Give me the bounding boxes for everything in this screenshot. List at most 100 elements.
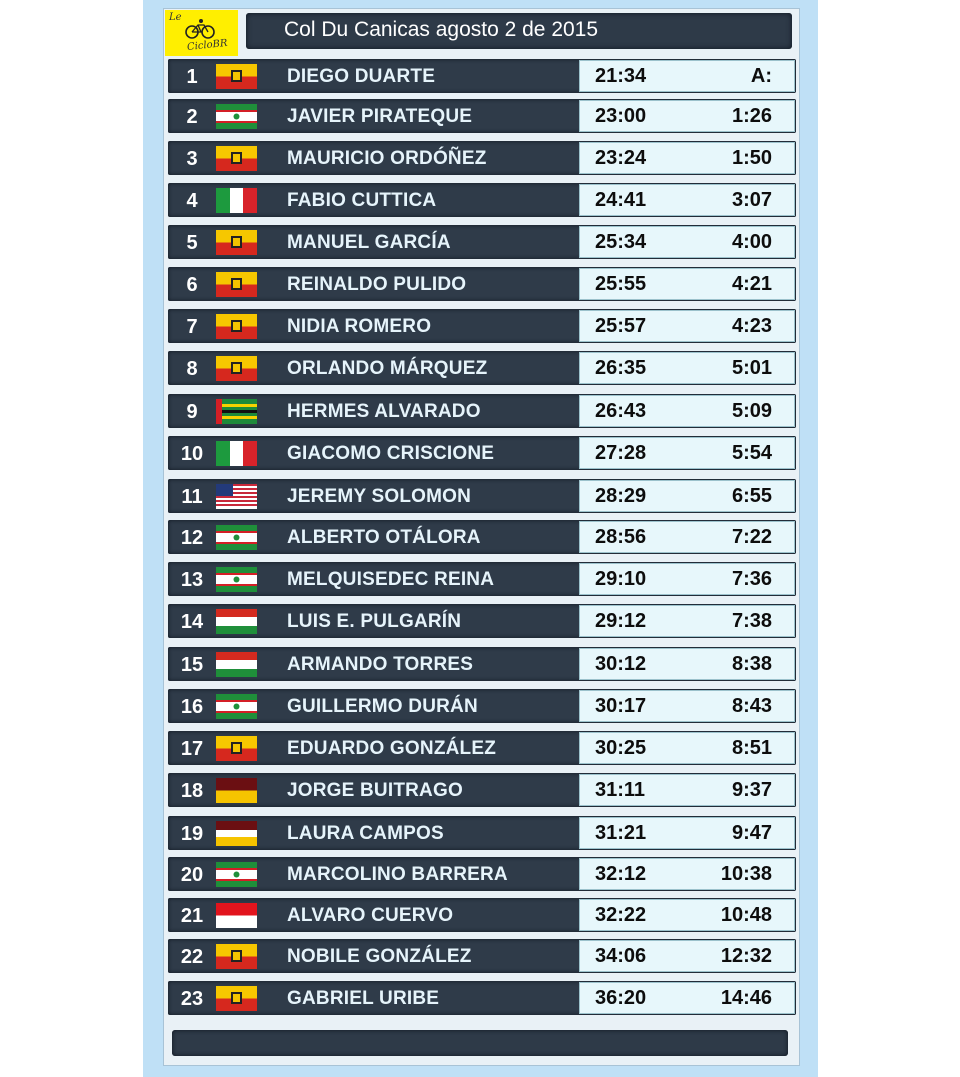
time-gap: 10:48 (720, 904, 772, 926)
time-gap: 8:38 (731, 653, 772, 675)
time-box: 25:34 4:00 (579, 226, 795, 258)
position-number: 12 (180, 527, 204, 549)
cicloBR-logo: Le CicloBR (165, 10, 238, 56)
position-number: 2 (186, 106, 198, 128)
position-number: 11 (181, 486, 203, 508)
time-gap: 4:23 (731, 315, 772, 337)
rider-name: NOBILE GONZÁLEZ (287, 946, 472, 967)
team-flag-icon (216, 104, 257, 129)
finish-time: 27:28 (595, 442, 647, 464)
team-flag-icon (216, 862, 257, 887)
time-gap: 5:01 (731, 357, 772, 379)
time-box: 32:22 10:48 (579, 899, 795, 931)
team-flag-icon (216, 694, 257, 719)
rider-name: JEREMY SOLOMON (287, 486, 472, 507)
rider-name: LAURA CAMPOS (287, 823, 444, 844)
result-row: 19 LAURA CAMPOS 31:21 9:47 (168, 816, 796, 850)
position-number: 9 (186, 401, 198, 423)
finish-time: 31:11 (595, 779, 646, 801)
position-number: 20 (180, 864, 204, 886)
team-flag-icon (216, 944, 257, 969)
team-flag-icon (216, 188, 257, 213)
team-flag-icon (216, 567, 257, 592)
rider-name: GUILLERMO DURÁN (287, 696, 478, 717)
time-box: 32:12 10:38 (579, 858, 795, 890)
position-number: 17 (180, 738, 204, 760)
finish-time: 26:35 (595, 357, 647, 379)
time-gap: 4:00 (731, 231, 772, 253)
result-row: 16 GUILLERMO DURÁN 30:17 8:43 (168, 689, 796, 723)
position-number: 13 (180, 569, 204, 591)
time-box: 28:56 7:22 (579, 521, 795, 553)
result-row: 10 GIACOMO CRISCIONE 27:28 5:54 (168, 436, 796, 470)
finish-time: 32:22 (595, 904, 647, 926)
finish-time: 30:12 (595, 653, 647, 675)
page-title: Col Du Canicas agosto 2 de 2015 (284, 18, 599, 41)
time-box: 31:11 9:37 (579, 774, 795, 806)
result-row: 18 JORGE BUITRAGO 31:11 9:37 (168, 773, 796, 807)
position-number: 5 (186, 232, 198, 254)
team-flag-icon (216, 399, 257, 424)
position-number: 19 (180, 823, 204, 845)
time-box: 29:12 7:38 (579, 605, 795, 637)
time-gap: 10:38 (720, 863, 772, 885)
finish-time: 24:41 (595, 189, 647, 211)
team-flag-icon (216, 272, 257, 297)
time-gap: 4:21 (731, 273, 772, 295)
finish-time: 23:00 (595, 105, 647, 127)
team-flag-icon (216, 609, 257, 634)
result-row: 11 JEREMY SOLOMON 28:29 6:55 (168, 479, 796, 513)
finish-time: 29:10 (595, 568, 647, 590)
time-box: 26:35 5:01 (579, 352, 795, 384)
result-row: 8 ORLANDO MÁRQUEZ 26:35 5:01 (168, 351, 796, 385)
time-box: 30:25 8:51 (579, 732, 795, 764)
position-number: 22 (180, 946, 204, 968)
finish-time: 28:56 (595, 526, 647, 548)
result-row: 6 REINALDO PULIDO 25:55 4:21 (168, 267, 796, 301)
time-box: 23:24 1:50 (579, 142, 795, 174)
result-row: 13 MELQUISEDEC REINA 29:10 7:36 (168, 562, 796, 596)
team-flag-icon (216, 441, 257, 466)
time-gap: 9:37 (731, 779, 772, 801)
time-box: 29:10 7:36 (579, 563, 795, 595)
result-row: 21 ALVARO CUERVO 32:22 10:48 (168, 898, 796, 932)
time-box: 36:20 14:46 (579, 982, 795, 1014)
result-row: 17 EDUARDO GONZÁLEZ 30:25 8:51 (168, 731, 796, 765)
finish-time: 23:24 (595, 147, 647, 169)
time-gap: 7:36 (731, 568, 772, 590)
time-gap: 9:47 (731, 822, 772, 844)
result-row: 22 NOBILE GONZÁLEZ 34:06 12:32 (168, 939, 796, 973)
team-flag-icon (216, 146, 257, 171)
title-bar: Col Du Canicas agosto 2 de 2015 (246, 13, 792, 49)
team-flag-icon (216, 484, 257, 509)
finish-time: 25:55 (595, 273, 647, 295)
rider-name: JORGE BUITRAGO (287, 780, 463, 801)
position-number: 3 (186, 148, 198, 170)
time-box: 30:17 8:43 (579, 690, 795, 722)
position-number: 14 (180, 611, 204, 633)
finish-time: 28:29 (595, 485, 647, 507)
time-gap: 8:51 (731, 737, 772, 759)
finish-time: 30:25 (595, 737, 647, 759)
rider-name: ORLANDO MÁRQUEZ (287, 358, 488, 379)
finish-time: 25:57 (595, 315, 647, 337)
rider-name: JAVIER PIRATEQUE (287, 106, 473, 127)
rider-name: REINALDO PULIDO (287, 274, 467, 295)
rider-name: GABRIEL URIBE (287, 988, 440, 1009)
time-gap: 7:22 (731, 526, 772, 548)
time-gap: 1:26 (731, 105, 772, 127)
result-row: 14 LUIS E. PULGARÍN 29:12 7:38 (168, 604, 796, 638)
logo-top-text: Le (169, 12, 182, 23)
result-row: 15 ARMANDO TORRES 30:12 8:38 (168, 647, 796, 681)
rider-name: ARMANDO TORRES (287, 654, 474, 675)
position-number: 23 (180, 988, 204, 1010)
rider-name: EDUARDO GONZÁLEZ (287, 738, 497, 759)
time-gap: 6:55 (731, 485, 772, 507)
time-gap: A: (750, 65, 772, 87)
finish-time: 31:21 (595, 822, 647, 844)
result-row: 1 DIEGO DUARTE 21:34 A: (168, 59, 796, 93)
time-box: 27:28 5:54 (579, 437, 795, 469)
time-box: 26:43 5:09 (579, 395, 795, 427)
rider-name: DIEGO DUARTE (287, 66, 436, 87)
finish-time: 32:12 (595, 863, 647, 885)
